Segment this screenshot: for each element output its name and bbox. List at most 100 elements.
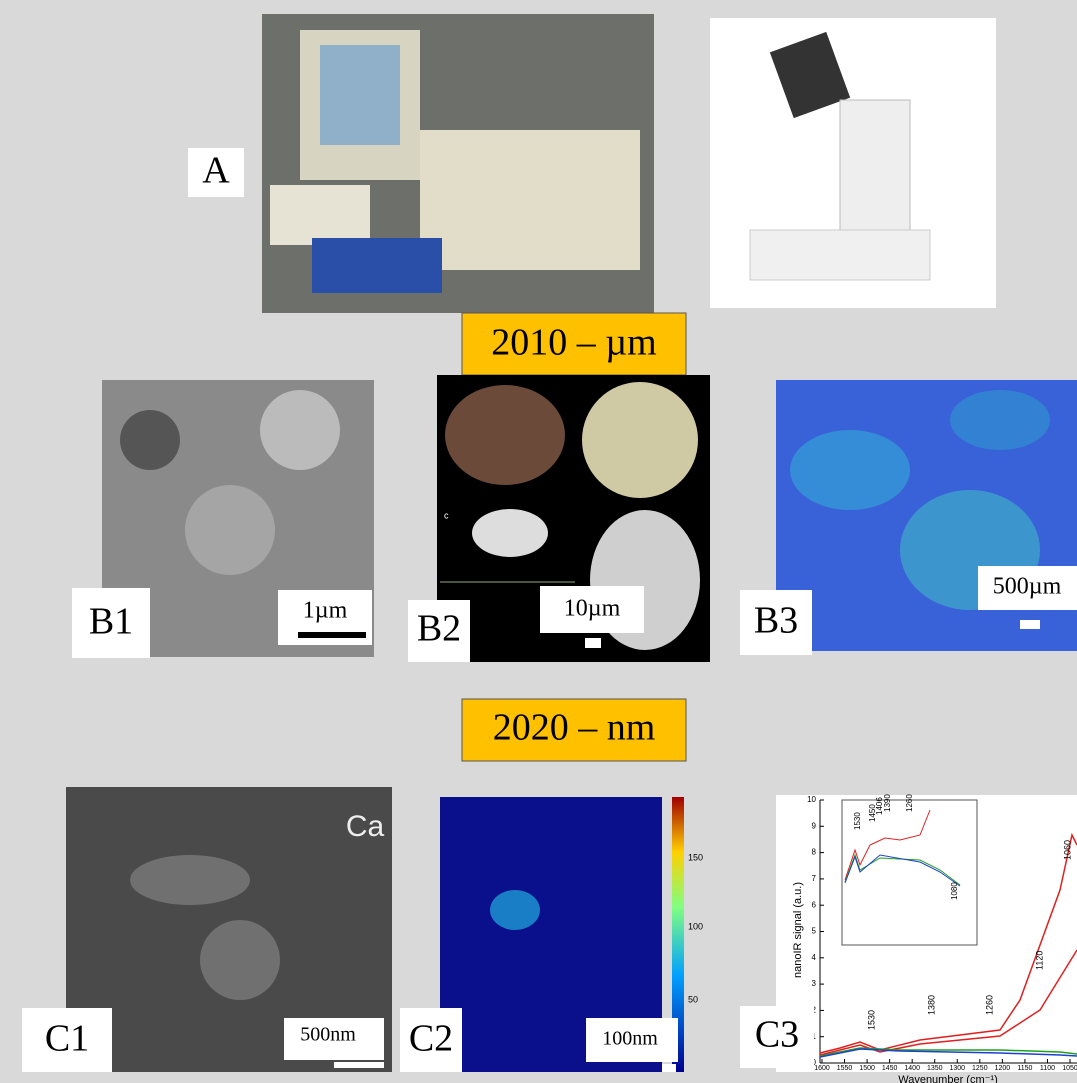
peak-label: 1060 bbox=[1062, 840, 1072, 860]
inset-spectrum bbox=[844, 853, 961, 886]
scale-bar bbox=[585, 638, 601, 648]
scale-box bbox=[284, 1018, 384, 1060]
panel-label: A bbox=[202, 150, 230, 192]
image-detail bbox=[790, 430, 910, 510]
scale-box bbox=[540, 586, 644, 633]
spectrum bbox=[819, 949, 1077, 1056]
y-tick-label: 9 bbox=[812, 821, 817, 830]
image-detail bbox=[200, 920, 280, 1000]
section-box bbox=[461, 312, 687, 376]
inset-peak-label: 1260 bbox=[905, 794, 914, 812]
peak-label: 1260 bbox=[984, 995, 994, 1015]
inset-spectrum bbox=[844, 809, 931, 881]
label-box bbox=[22, 1008, 112, 1072]
x-tick-label: 1100 bbox=[1040, 1065, 1055, 1072]
label-box bbox=[740, 590, 812, 655]
inset-peak-label: 1450 bbox=[868, 804, 877, 822]
scale-text: 500nm bbox=[300, 1024, 356, 1046]
panel-label: C1 bbox=[45, 1018, 89, 1060]
image-detail bbox=[130, 855, 250, 905]
y-tick-label: 1 bbox=[812, 1032, 817, 1041]
inset-peak-label: 1080 bbox=[950, 882, 959, 900]
panel-label: B3 bbox=[754, 600, 798, 642]
scale-box bbox=[978, 566, 1077, 610]
x-tick-label: 1350 bbox=[927, 1065, 943, 1072]
peak-label: 1530 bbox=[866, 1010, 876, 1030]
section-title: 2020 – nm bbox=[493, 707, 656, 749]
image-detail bbox=[490, 890, 540, 930]
x-tick-label: 1550 bbox=[837, 1065, 853, 1072]
x-tick-label: 1450 bbox=[882, 1065, 898, 1072]
image-detail bbox=[950, 390, 1050, 450]
section-title: 2010 – µm bbox=[491, 322, 656, 364]
peak-label: 1120 bbox=[1034, 951, 1044, 970]
y-tick-label: 5 bbox=[812, 927, 817, 936]
y-tick-label: 3 bbox=[812, 979, 817, 988]
scale-text: 100nm bbox=[602, 1028, 658, 1050]
panel-label: B1 bbox=[89, 601, 133, 643]
y-tick-label: 6 bbox=[812, 900, 817, 909]
x-tick-label: 1300 bbox=[949, 1065, 965, 1072]
photo-detail bbox=[312, 238, 442, 293]
scale-bar bbox=[298, 632, 366, 638]
inset-peak-label: 1390 bbox=[883, 794, 892, 812]
x-axis-label: Wavenumber (cm⁻¹) bbox=[898, 1074, 998, 1083]
label-box bbox=[740, 1006, 814, 1068]
scale-text: 1µm bbox=[303, 598, 348, 624]
image-detail bbox=[445, 385, 565, 485]
image-detail bbox=[260, 390, 340, 470]
y-tick-label: 0 bbox=[812, 1058, 817, 1067]
scale-bar bbox=[1020, 620, 1040, 629]
photo-detail bbox=[420, 130, 640, 270]
spectrum bbox=[819, 1048, 1077, 1058]
panel-label: B2 bbox=[417, 608, 461, 650]
y-tick-label: 2 bbox=[812, 1006, 817, 1015]
panel-label: C2 bbox=[409, 1018, 453, 1060]
photo-detail bbox=[270, 185, 370, 245]
y-tick-label: 7 bbox=[812, 874, 817, 883]
image-detail bbox=[582, 382, 698, 498]
inset bbox=[841, 799, 978, 946]
x-tick-label: 1050 bbox=[1062, 1065, 1077, 1072]
y-tick-label: 10 bbox=[807, 795, 816, 804]
label-box bbox=[400, 1008, 462, 1072]
inset-peak-label: 1530 bbox=[853, 812, 862, 830]
spectrum bbox=[819, 1047, 1077, 1057]
scale-text: 10µm bbox=[564, 596, 621, 622]
photo-detail bbox=[769, 31, 851, 119]
label-box bbox=[72, 588, 150, 658]
panel-label: C3 bbox=[755, 1014, 799, 1056]
colorbar-tick: 50 bbox=[688, 994, 698, 1004]
image-detail bbox=[120, 410, 180, 470]
peak-label: 1380 bbox=[926, 995, 936, 1015]
label-box bbox=[188, 148, 244, 197]
x-tick-label: 1500 bbox=[859, 1065, 875, 1072]
y-tick-label: 4 bbox=[812, 953, 817, 962]
photo-detail bbox=[749, 229, 931, 281]
sub-label: c bbox=[444, 510, 449, 520]
x-tick-label: 1400 bbox=[904, 1065, 920, 1072]
photo-detail bbox=[320, 45, 400, 145]
x-tick-label: 1200 bbox=[995, 1065, 1011, 1072]
x-tick-label: 1250 bbox=[972, 1065, 988, 1072]
x-tick-label: 1600 bbox=[814, 1065, 830, 1072]
scale-box bbox=[586, 1018, 678, 1062]
element-label: Ca bbox=[346, 810, 385, 843]
inset-peak-label: 1406 bbox=[875, 797, 884, 815]
label-box bbox=[408, 600, 470, 662]
inset-spectrum bbox=[844, 854, 961, 887]
scale-bar bbox=[662, 1064, 676, 1072]
colorbar-tick: 150 bbox=[688, 852, 703, 862]
colorbar-tick: 100 bbox=[688, 921, 703, 931]
spectrum bbox=[819, 832, 1077, 1054]
image-detail bbox=[185, 485, 275, 575]
colorbar bbox=[672, 797, 684, 1072]
y-axis-label: nanoIR signal (a.u.) bbox=[792, 882, 804, 978]
image-detail bbox=[472, 509, 548, 557]
y-tick-label: 8 bbox=[812, 848, 817, 857]
scale-bar bbox=[334, 1062, 384, 1068]
section-box bbox=[461, 698, 687, 762]
scale-text: 500µm bbox=[993, 574, 1062, 600]
x-tick-label: 1150 bbox=[1017, 1065, 1032, 1072]
